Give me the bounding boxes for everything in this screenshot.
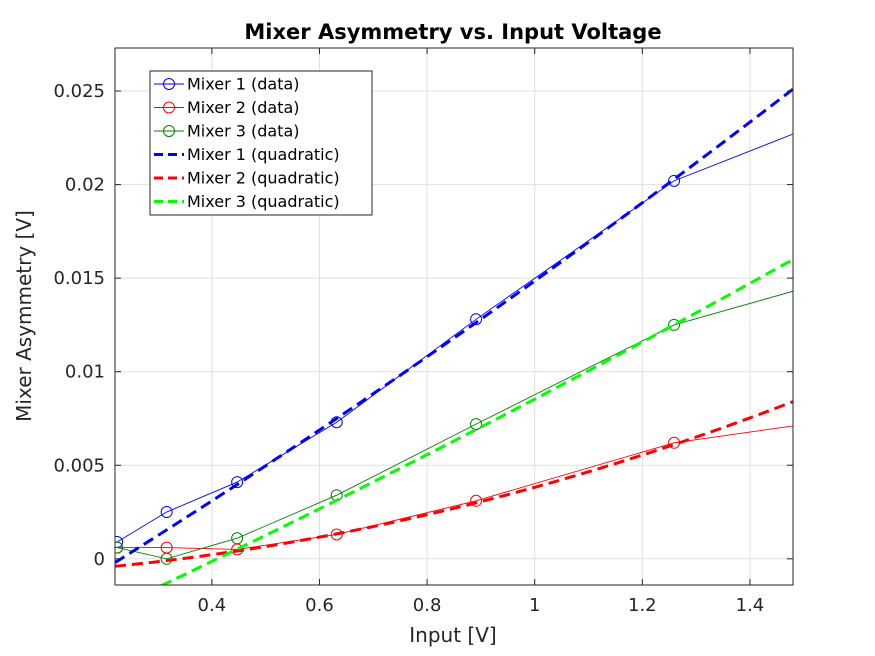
data-point-mixer-1: [160, 506, 173, 519]
data-point-mixer-3: [231, 532, 244, 545]
legend-entry-label: Mixer 1 (data): [187, 75, 300, 94]
series-line-mixer-3-data: [117, 290, 793, 560]
legend-marker-sample: [163, 125, 175, 137]
legend-entry-label: Mixer 3 (quadratic): [187, 192, 340, 211]
data-point-mixer-3: [668, 318, 681, 331]
data-point-mixer-1: [668, 174, 681, 187]
legend: Mixer 1 (data) Mixer 2 (data) Mixer 3 (dat…: [149, 70, 373, 216]
ticks: 0.4 0.6 0.8 1 1.2 1.4 0 0.005 0.01 0.015 0.02 0.025: [53, 48, 793, 616]
data-point-mixer-2: [470, 494, 483, 507]
data-point-mixer-3: [115, 541, 124, 554]
axes-box: [114, 47, 794, 586]
x-tick-label: 1.4: [736, 595, 765, 616]
y-tick-label: 0: [94, 549, 105, 570]
data-point-mixer-3: [470, 418, 483, 431]
grid: [115, 48, 793, 585]
y-tick-label: 0.02: [65, 175, 105, 196]
chart-title: Mixer Asymmetry vs. Input Voltage: [244, 20, 661, 44]
series-line-mixer-1-quadratic: [115, 87, 793, 564]
x-tick-label: 0.4: [198, 595, 227, 616]
legend-box: [149, 70, 373, 216]
legend-marker-sample: [163, 78, 175, 90]
legend-entry-label: Mixer 3 (data): [187, 122, 300, 141]
legend-entry-label: Mixer 1 (quadratic): [187, 145, 340, 164]
y-tick-label: 0.005: [53, 455, 105, 476]
series-group: [115, 87, 793, 585]
y-tick-label: 0.01: [65, 362, 105, 383]
data-point-mixer-1: [470, 313, 483, 326]
series-line-mixer-1-data: [116, 133, 793, 543]
y-tick-label: 0.025: [53, 81, 105, 102]
data-point-mixer-2: [330, 528, 343, 541]
y-axis-label: Mixer Asymmetry [V]: [12, 210, 36, 422]
x-tick-label: 0.8: [413, 595, 442, 616]
series-line-mixer-3-quadratic: [159, 258, 793, 585]
legend-entry-label: Mixer 2 (data): [187, 98, 300, 117]
data-point-mixer-1: [231, 476, 244, 489]
y-tick-label: 0.015: [53, 268, 105, 289]
x-tick-label: 0.6: [305, 595, 334, 616]
legend-marker-sample: [163, 101, 175, 114]
x-tick-label: 1.2: [628, 595, 657, 616]
legend-entry-label: Mixer 2 (quadratic): [187, 169, 340, 188]
series-line-mixer-2-quadratic: [115, 400, 793, 568]
x-axis-label: Input [V]: [409, 623, 496, 647]
x-tick-label: 1: [529, 595, 540, 616]
